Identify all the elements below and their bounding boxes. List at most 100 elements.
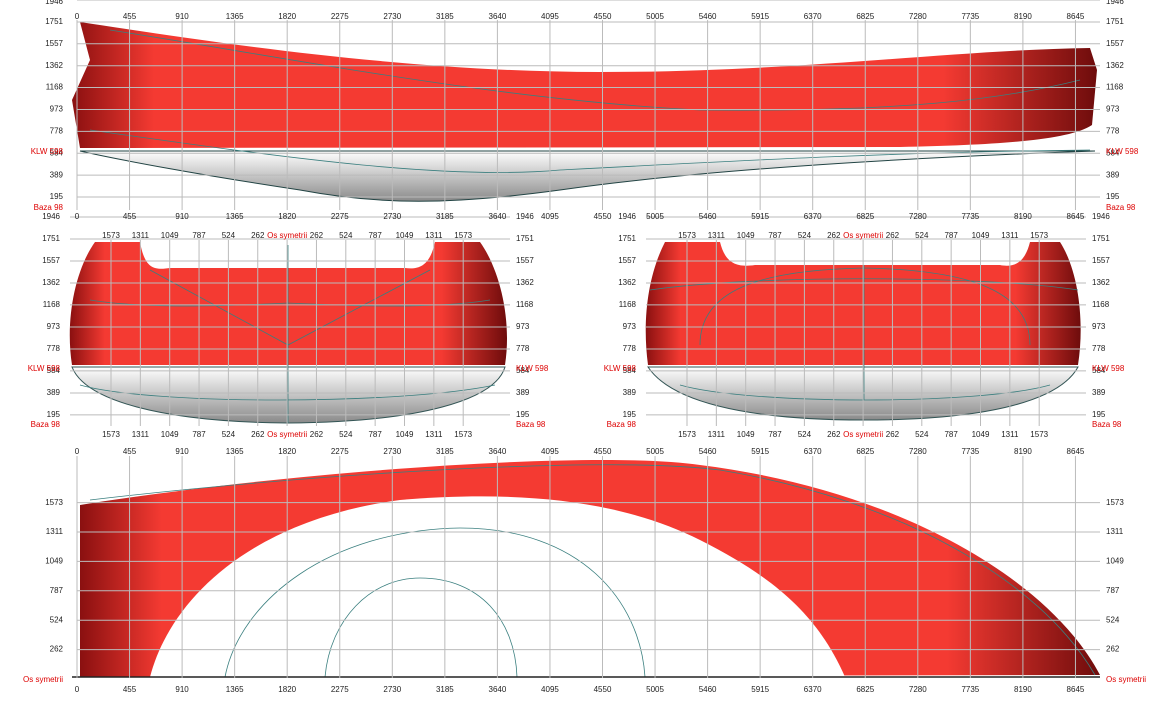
x-label: 524 [339,430,353,439]
x-label: 524 [915,231,929,240]
y-label: 1557 [618,256,636,265]
x-label: 262 [310,430,324,439]
x-label: 2730 [383,212,401,221]
x-label: 7735 [961,12,979,21]
reference-label: Baza 98 [34,203,64,212]
x-label: 6370 [804,685,822,694]
x-label: 4095 [541,685,559,694]
x-label: 5005 [646,685,664,694]
y-label: 778 [50,127,64,136]
y-label: 1362 [45,61,63,70]
y-label: 1751 [1106,17,1124,26]
x-label: 8645 [1067,212,1085,221]
x-label: 1573 [1030,231,1048,240]
x-label: 0 [75,685,80,694]
x-label: 8190 [1014,212,1032,221]
y-label: 195 [516,410,530,419]
x-label: 8645 [1067,12,1085,21]
y-label: 1557 [42,256,60,265]
x-label: 8190 [1014,685,1032,694]
x-label: 2275 [331,212,349,221]
y-label: 1311 [1106,527,1124,536]
x-label: 3185 [436,212,454,221]
x-label: 1573 [102,231,120,240]
y-label: 1946 [45,0,63,6]
x-label: 787 [192,430,206,439]
x-label: 6825 [856,12,874,21]
x-label: 6825 [856,212,874,221]
y-label: 389 [516,388,530,397]
x-label: 2730 [383,447,401,456]
y-label: 1168 [1092,300,1110,309]
x-label: 1820 [278,12,296,21]
y-label: 1557 [45,39,63,48]
reference-label: Baza 98 [31,420,61,429]
y-label: 1168 [1106,83,1124,92]
x-label: 1311 [425,231,443,240]
y-label: 195 [47,410,61,419]
x-label: Os symetrii [267,231,307,240]
x-label: 524 [222,430,236,439]
reference-label: KLW 598 [516,364,549,373]
y-label: 584 [623,366,637,375]
x-label: 6825 [856,685,874,694]
x-label: Os symetrii [843,430,883,439]
y-label: 778 [516,344,530,353]
x-label: 262 [886,430,900,439]
x-label: 0 [75,212,80,221]
x-label: 1573 [1030,430,1048,439]
x-label: 262 [886,231,900,240]
y-label: 1557 [516,256,534,265]
x-label: 7735 [961,685,979,694]
x-label: 8190 [1014,447,1032,456]
x-label: 1311 [1001,430,1019,439]
y-label: 262 [50,645,64,654]
x-label: 1573 [678,430,696,439]
x-label: 4550 [594,212,612,221]
y-label: 778 [1092,344,1106,353]
x-label: 6370 [804,212,822,221]
x-label: 1573 [454,430,472,439]
x-label: 1365 [226,685,244,694]
y-label: 1573 [1106,498,1124,507]
x-label: 5460 [699,12,717,21]
x-label: 3640 [489,212,507,221]
y-label: 1946 [1106,0,1124,6]
reference-label: KLW 598 [31,147,64,156]
x-label: 910 [175,447,189,456]
x-label: 787 [192,231,206,240]
y-label: 973 [516,322,530,331]
x-label: 1573 [454,231,472,240]
x-label: 1049 [972,231,990,240]
y-label: 1168 [619,300,637,309]
x-label: 5005 [646,12,664,21]
x-label: 2730 [383,12,401,21]
x-label: 0 [75,12,80,21]
x-label: 5915 [751,685,769,694]
x-label: 4095 [541,447,559,456]
x-label: 910 [175,685,189,694]
x-label: 787 [368,231,382,240]
y-label: 1168 [46,83,64,92]
x-label: 1311 [1001,231,1019,240]
y-label: 389 [623,388,637,397]
x-label: 3185 [436,447,454,456]
x-label: 5915 [751,447,769,456]
x-label: 7735 [961,447,979,456]
x-label: 3640 [489,685,507,694]
x-label: 3640 [489,12,507,21]
x-label: 6825 [856,447,874,456]
y-label: 787 [1106,586,1120,595]
x-label: 1311 [132,231,150,240]
x-label: 6370 [804,12,822,21]
y-label: 1049 [1106,557,1124,566]
y-label: 973 [47,322,61,331]
x-label: 787 [768,231,782,240]
x-label: 1573 [102,430,120,439]
y-label: 389 [1106,170,1120,179]
reference-label: KLW 598 [604,364,637,373]
x-label: 1311 [132,430,150,439]
y-label: 389 [1092,388,1106,397]
x-label: 262 [827,430,841,439]
y-label: 1168 [43,300,61,309]
